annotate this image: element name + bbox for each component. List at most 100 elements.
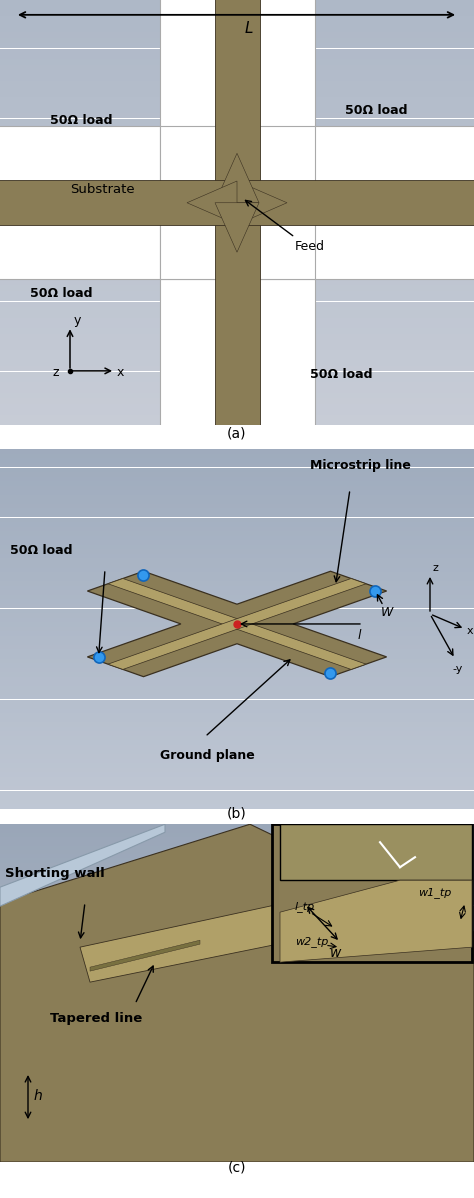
Bar	[0, 291, 474, 296]
Bar	[0, 829, 474, 833]
Bar	[0, 307, 474, 313]
Text: Ground plane: Ground plane	[160, 749, 255, 762]
Bar	[0, 449, 474, 454]
Bar	[0, 91, 474, 97]
Bar	[0, 317, 474, 323]
Bar	[0, 1051, 474, 1055]
Text: l: l	[358, 629, 361, 642]
Bar	[0, 253, 474, 259]
Text: 50Ω load: 50Ω load	[10, 544, 73, 557]
Bar	[0, 80, 474, 86]
Bar	[0, 1025, 474, 1029]
Bar	[0, 645, 474, 649]
Bar	[0, 745, 474, 750]
Polygon shape	[108, 579, 366, 670]
Bar	[0, 199, 474, 205]
Text: x: x	[117, 365, 124, 379]
Bar	[0, 482, 474, 485]
Bar	[0, 48, 474, 54]
Bar	[0, 151, 474, 156]
Bar	[0, 863, 474, 867]
Bar	[0, 957, 474, 961]
Bar	[0, 6, 474, 11]
Bar	[0, 618, 474, 622]
Bar	[0, 573, 474, 576]
Polygon shape	[215, 153, 259, 202]
Polygon shape	[280, 881, 472, 962]
Bar	[0, 345, 474, 350]
Bar	[0, 944, 474, 949]
Text: x: x	[467, 625, 474, 636]
Bar	[0, 156, 474, 162]
Bar	[0, 682, 474, 685]
Text: L: L	[245, 20, 254, 36]
Bar	[0, 824, 474, 829]
Bar	[0, 754, 474, 758]
Bar	[0, 194, 474, 199]
Bar	[0, 768, 474, 773]
Bar	[0, 334, 474, 339]
Polygon shape	[215, 202, 259, 253]
Bar	[0, 879, 474, 884]
Bar	[0, 776, 474, 781]
Bar	[0, 819, 474, 824]
Bar	[0, 393, 474, 399]
Bar	[0, 1009, 474, 1012]
Bar	[0, 102, 474, 108]
Bar	[0, 636, 474, 640]
Bar	[0, 462, 474, 467]
Bar	[0, 568, 474, 573]
Bar	[0, 876, 474, 879]
Bar	[0, 982, 474, 987]
Bar	[0, 833, 474, 837]
Bar	[0, 454, 474, 459]
Bar	[0, 1157, 474, 1162]
Bar	[0, 123, 474, 129]
Text: z: z	[433, 563, 439, 573]
Bar	[0, 659, 474, 662]
Bar	[0, 43, 474, 48]
Bar	[0, 649, 474, 654]
Bar	[0, 97, 474, 102]
Bar	[0, 32, 474, 37]
Bar	[0, 274, 474, 280]
Text: 50Ω load: 50Ω load	[310, 368, 373, 381]
Bar	[0, 677, 474, 682]
Bar	[0, 459, 474, 462]
Polygon shape	[0, 824, 474, 1162]
Text: 50Ω load: 50Ω load	[345, 104, 408, 116]
Bar	[0, 786, 474, 791]
Bar	[0, 1111, 474, 1115]
Text: z: z	[53, 365, 60, 379]
Bar	[0, 979, 474, 982]
Bar	[0, 740, 474, 745]
Bar	[0, 126, 160, 279]
Bar	[0, 1029, 474, 1034]
Bar	[0, 906, 474, 909]
Bar	[0, 1072, 474, 1077]
Bar	[0, 302, 474, 307]
Polygon shape	[280, 824, 472, 881]
Bar	[0, 709, 474, 713]
Text: -y: -y	[452, 664, 462, 674]
Bar	[0, 86, 474, 91]
Bar	[0, 472, 474, 477]
Polygon shape	[80, 867, 460, 982]
Polygon shape	[108, 579, 366, 670]
Text: w: w	[330, 946, 341, 960]
Bar	[0, 846, 474, 849]
Bar	[0, 1119, 474, 1124]
Bar	[314, 126, 474, 279]
Bar	[0, 841, 474, 846]
Bar	[0, 672, 474, 677]
Bar	[0, 999, 474, 1004]
Bar	[0, 1055, 474, 1059]
Bar	[0, 622, 474, 627]
Bar	[0, 690, 474, 695]
Bar	[0, 415, 474, 420]
Bar	[0, 750, 474, 754]
Bar	[0, 627, 474, 631]
Bar	[0, 927, 474, 931]
Bar	[0, 713, 474, 718]
Bar	[0, 667, 474, 672]
